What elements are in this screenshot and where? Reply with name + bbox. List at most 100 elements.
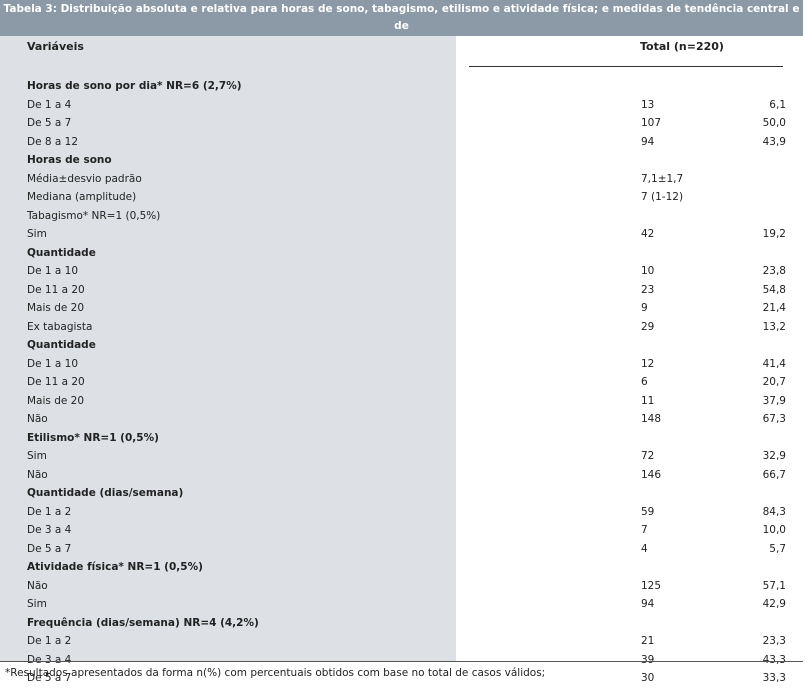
row-count: 13 bbox=[641, 98, 655, 111]
row-percent: 32,9 bbox=[762, 450, 786, 462]
row-percent: 19,2 bbox=[762, 228, 786, 240]
table-row: Frequência (dias/semana) NR=4 (4,2%) bbox=[0, 615, 803, 633]
row-label: De 11 a 20 bbox=[27, 283, 85, 296]
row-count: 12 bbox=[641, 357, 655, 370]
row-percent: 20,7 bbox=[762, 376, 786, 388]
row-label: De 3 a 4 bbox=[27, 524, 72, 536]
header-total: Total (n=220) bbox=[640, 40, 724, 53]
row-count: 59 bbox=[641, 505, 655, 518]
table-row: De 5 a 7 107 50,0 bbox=[0, 115, 803, 133]
row-label: Etilismo* NR=1 (0,5%) bbox=[27, 431, 159, 444]
row-label: Horas de sono por dia* NR=6 (2,7%) bbox=[27, 80, 242, 92]
row-count: 4 bbox=[641, 542, 648, 555]
row-label: De 1 a 10 bbox=[27, 357, 79, 370]
table-row: De 1 a 2 59 84,3 bbox=[0, 504, 803, 522]
row-label: De 3 a 4 bbox=[27, 653, 72, 666]
row-label: De 5 a 7 bbox=[27, 672, 72, 684]
row-label: Quantidade (dias/semana) bbox=[27, 487, 184, 499]
table-row: Quantidade bbox=[0, 337, 803, 355]
table-row: Horas de sono bbox=[0, 152, 803, 170]
row-count: 42 bbox=[641, 228, 655, 240]
table-row: De 3 a 4 39 43,3 bbox=[0, 652, 803, 670]
row-count: 10 bbox=[641, 265, 655, 277]
header-variables: Variáveis bbox=[27, 40, 84, 53]
row-label: Sim bbox=[27, 450, 47, 462]
table-row: De 3 a 4 7 10,0 bbox=[0, 522, 803, 540]
row-count: 148 bbox=[641, 413, 662, 425]
row-percent: 43,9 bbox=[762, 135, 786, 148]
table-footnote: *Resultados apresentados da forma n(%) c… bbox=[5, 667, 546, 679]
row-percent: 10,0 bbox=[762, 524, 786, 536]
row-label: Não bbox=[27, 579, 48, 592]
row-label: Mais de 20 bbox=[27, 394, 85, 407]
table-row: De 5 a 7 4 5,7 bbox=[0, 541, 803, 559]
variables-column-shade bbox=[0, 36, 456, 662]
row-percent: 37,9 bbox=[762, 394, 786, 407]
table-bottom-rule bbox=[0, 661, 803, 662]
table-row: Média±desvio padrão 7,1±1,7 bbox=[0, 171, 803, 189]
row-count: 94 bbox=[641, 598, 655, 610]
table-row: Mais de 20 9 21,4 bbox=[0, 300, 803, 318]
table-caption: Tabela 3: Distribuição absoluta e relati… bbox=[0, 0, 803, 49]
table-row: De 1 a 10 10 23,8 bbox=[0, 263, 803, 281]
row-count: 125 bbox=[641, 579, 662, 592]
table-row: Ex tabagista 29 13,2 bbox=[0, 319, 803, 337]
table-row: Sim 72 32,9 bbox=[0, 448, 803, 466]
table-header: Variáveis Total (n=220) bbox=[0, 36, 803, 66]
row-label: Tabagismo* NR=1 (0,5%) bbox=[27, 209, 161, 222]
row-label: Frequência (dias/semana) NR=4 (4,2%) bbox=[27, 616, 259, 629]
row-label: Não bbox=[27, 468, 48, 481]
row-percent: 23,3 bbox=[762, 635, 786, 647]
row-label: Sim bbox=[27, 598, 47, 610]
row-label: De 5 a 7 bbox=[27, 117, 72, 129]
row-label: Atividade física* NR=1 (0,5%) bbox=[27, 561, 203, 573]
table-row: Sim 42 19,2 bbox=[0, 226, 803, 244]
row-percent: 84,3 bbox=[762, 505, 786, 518]
row-count: 6 bbox=[641, 376, 648, 388]
row-count: 7 (1-12) bbox=[641, 191, 684, 203]
row-count: 72 bbox=[641, 450, 655, 462]
row-count: 94 bbox=[641, 135, 655, 148]
row-label: De 1 a 2 bbox=[27, 505, 72, 518]
row-count: 21 bbox=[641, 635, 655, 647]
row-label: Média±desvio padrão bbox=[27, 172, 142, 185]
table-row: Quantidade (dias/semana) bbox=[0, 485, 803, 503]
row-label: De 1 a 10 bbox=[27, 265, 79, 277]
table-row: De 1 a 4 13 6,1 bbox=[0, 97, 803, 115]
table-row: Horas de sono por dia* NR=6 (2,7%) bbox=[0, 78, 803, 96]
row-count: 107 bbox=[641, 117, 662, 129]
table-row: De 11 a 20 6 20,7 bbox=[0, 374, 803, 392]
row-percent: 6,1 bbox=[769, 98, 786, 111]
row-count: 11 bbox=[641, 394, 655, 407]
row-percent: 41,4 bbox=[762, 357, 786, 370]
row-label: De 5 a 7 bbox=[27, 542, 72, 555]
row-label: Quantidade bbox=[27, 246, 96, 259]
row-label: De 8 a 12 bbox=[27, 135, 79, 148]
table-row: Etilismo* NR=1 (0,5%) bbox=[0, 430, 803, 448]
row-percent: 66,7 bbox=[762, 468, 786, 481]
row-count: 7,1±1,7 bbox=[641, 172, 684, 185]
row-percent: 21,4 bbox=[762, 302, 786, 314]
row-label: Horas de sono bbox=[27, 154, 112, 166]
caption-line-1: Tabela 3: Distribuição absoluta e relati… bbox=[3, 3, 800, 32]
header-divider bbox=[469, 66, 783, 67]
row-label: Mais de 20 bbox=[27, 302, 85, 314]
table-row: Quantidade bbox=[0, 245, 803, 263]
row-count: 30 bbox=[641, 672, 655, 684]
table-row: Atividade física* NR=1 (0,5%) bbox=[0, 559, 803, 577]
row-count: 29 bbox=[641, 320, 655, 333]
row-percent: 13,2 bbox=[762, 320, 786, 333]
row-label: Não bbox=[27, 413, 48, 425]
row-percent: 50,0 bbox=[762, 117, 786, 129]
row-count: 146 bbox=[641, 468, 662, 481]
table-row: Mediana (amplitude) 7 (1-12) bbox=[0, 189, 803, 207]
row-percent: 67,3 bbox=[762, 413, 786, 425]
table-row: De 5 a 7 30 33,3 bbox=[0, 670, 803, 688]
row-label: Sim bbox=[27, 228, 47, 240]
row-count: 39 bbox=[641, 653, 655, 666]
row-percent: 23,8 bbox=[762, 265, 786, 277]
table-row: Não 125 57,1 bbox=[0, 578, 803, 596]
table-row: Sim 94 42,9 bbox=[0, 596, 803, 614]
row-label: De 1 a 2 bbox=[27, 635, 72, 647]
